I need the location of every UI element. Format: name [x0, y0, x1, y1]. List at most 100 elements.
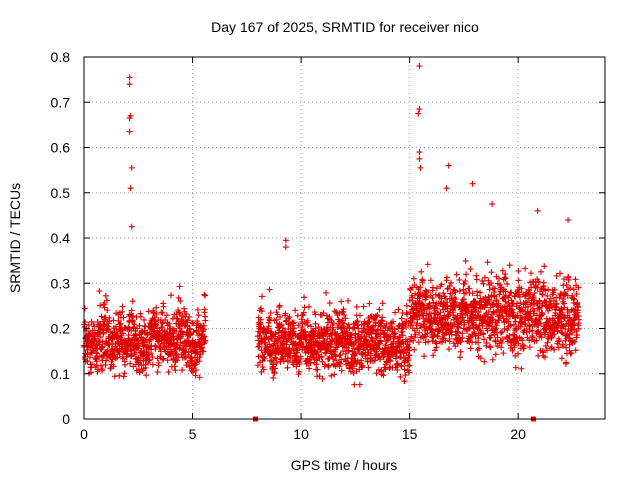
data-point — [472, 304, 479, 311]
data-point — [484, 259, 491, 266]
data-point — [522, 321, 529, 328]
data-point — [200, 326, 207, 333]
data-point — [469, 180, 476, 187]
data-point — [319, 358, 326, 365]
data-point — [282, 244, 289, 251]
data-point — [353, 319, 360, 326]
data-point — [492, 326, 499, 333]
y-tick-label: 0.2 — [51, 321, 71, 337]
data-point — [429, 337, 436, 344]
data-point — [503, 334, 510, 341]
data-point — [422, 333, 429, 340]
data-point — [337, 360, 344, 367]
data-point — [543, 315, 550, 322]
data-point — [99, 366, 106, 373]
data-point — [276, 302, 283, 309]
data-point — [560, 343, 567, 350]
data-point — [365, 364, 372, 371]
data-point — [271, 354, 278, 361]
data-point — [335, 321, 342, 328]
data-point — [416, 314, 423, 321]
data-point — [506, 262, 513, 269]
data-point — [572, 276, 579, 283]
data-point — [561, 275, 568, 282]
data-point — [323, 312, 330, 319]
data-point — [125, 331, 132, 338]
data-point — [332, 353, 339, 360]
data-point — [440, 290, 447, 297]
data-point — [417, 289, 424, 296]
data-point — [202, 292, 209, 299]
data-point — [406, 338, 413, 345]
data-point — [557, 306, 564, 313]
data-point — [521, 343, 528, 350]
data-point — [461, 280, 468, 287]
data-point — [506, 302, 513, 309]
data-point — [491, 293, 498, 300]
data-point — [536, 316, 543, 323]
data-point — [257, 316, 264, 323]
data-point — [322, 361, 329, 368]
data-point — [533, 337, 540, 344]
data-point — [416, 106, 423, 113]
data-point — [419, 277, 426, 284]
data-point — [349, 365, 356, 372]
data-point — [119, 330, 126, 337]
data-point — [267, 310, 274, 317]
data-point — [376, 306, 383, 313]
data-point — [558, 305, 565, 312]
data-point — [498, 344, 505, 351]
data-point — [146, 356, 153, 363]
data-point — [550, 297, 557, 304]
data-point — [432, 347, 439, 354]
y-tick-label: 0.3 — [51, 275, 71, 291]
data-point — [300, 309, 307, 316]
data-point — [330, 320, 337, 327]
data-point — [487, 344, 494, 351]
data-point — [275, 336, 282, 343]
data-point — [117, 320, 124, 327]
data-point — [127, 360, 134, 367]
data-point — [509, 309, 516, 316]
data-point — [502, 288, 509, 295]
data-point — [374, 312, 381, 319]
data-point — [102, 361, 109, 368]
data-point — [290, 346, 297, 353]
data-point — [194, 306, 201, 313]
data-point — [295, 322, 302, 329]
data-point — [502, 275, 509, 282]
data-point — [326, 354, 333, 361]
data-point — [448, 331, 455, 338]
data-point — [294, 347, 301, 354]
data-point — [362, 355, 369, 362]
data-point — [299, 343, 306, 350]
data-point — [273, 320, 280, 327]
data-point — [497, 329, 504, 336]
data-point — [460, 286, 467, 293]
data-point — [477, 355, 484, 362]
data-point — [524, 298, 531, 305]
data-point — [546, 316, 553, 323]
data-point — [126, 74, 133, 81]
data-point — [296, 368, 303, 375]
data-point — [424, 330, 431, 337]
data-point — [346, 347, 353, 354]
data-point — [563, 282, 570, 289]
data-point — [403, 324, 410, 331]
data-point — [566, 341, 573, 348]
data-point — [488, 332, 495, 339]
data-point — [154, 369, 161, 376]
data-point — [410, 275, 417, 282]
data-point — [465, 338, 472, 345]
data-point — [148, 350, 155, 357]
data-point — [445, 346, 452, 353]
data-point — [406, 362, 413, 369]
data-point — [292, 307, 299, 314]
data-point — [409, 318, 416, 325]
y-tick-label: 0.4 — [51, 230, 71, 246]
data-point — [334, 330, 341, 337]
data-point — [97, 302, 104, 309]
data-point — [392, 330, 399, 337]
data-point — [486, 343, 493, 350]
data-point — [156, 344, 163, 351]
